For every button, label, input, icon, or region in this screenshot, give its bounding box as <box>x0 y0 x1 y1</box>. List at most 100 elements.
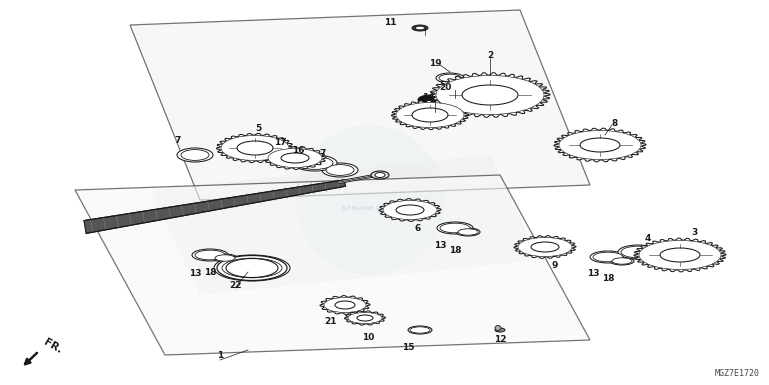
Polygon shape <box>320 296 370 314</box>
Ellipse shape <box>383 201 437 219</box>
Text: 7: 7 <box>320 149 326 157</box>
Text: 20: 20 <box>439 82 451 92</box>
Text: 14: 14 <box>421 92 434 102</box>
Ellipse shape <box>177 148 213 162</box>
Ellipse shape <box>415 26 424 30</box>
Polygon shape <box>634 238 726 272</box>
Polygon shape <box>150 155 540 295</box>
Text: 4: 4 <box>645 233 651 243</box>
Ellipse shape <box>281 153 309 163</box>
Ellipse shape <box>357 315 373 321</box>
Text: FR.: FR. <box>42 336 64 355</box>
Ellipse shape <box>440 223 470 233</box>
Text: 18: 18 <box>204 268 216 276</box>
Ellipse shape <box>621 246 655 258</box>
Text: 3: 3 <box>692 228 698 236</box>
Text: 13: 13 <box>188 268 201 278</box>
Ellipse shape <box>618 245 658 259</box>
Text: 16: 16 <box>291 146 305 154</box>
Text: 11: 11 <box>384 17 396 27</box>
Ellipse shape <box>195 250 225 260</box>
Ellipse shape <box>580 138 620 152</box>
Ellipse shape <box>268 149 322 167</box>
Ellipse shape <box>518 238 572 256</box>
Text: 8: 8 <box>612 119 618 127</box>
Ellipse shape <box>324 298 366 313</box>
Ellipse shape <box>437 222 473 234</box>
Ellipse shape <box>217 256 287 281</box>
Ellipse shape <box>590 251 626 263</box>
Ellipse shape <box>436 73 464 83</box>
Text: GENUINE PARTS: GENUINE PARTS <box>342 206 398 211</box>
Text: 22: 22 <box>228 281 241 290</box>
Ellipse shape <box>293 155 337 171</box>
Polygon shape <box>84 180 345 233</box>
Text: MGZ7E1720: MGZ7E1720 <box>715 369 760 378</box>
Polygon shape <box>391 100 468 130</box>
Ellipse shape <box>396 102 464 127</box>
Ellipse shape <box>412 108 448 122</box>
Text: 7: 7 <box>175 136 181 144</box>
Ellipse shape <box>213 254 237 262</box>
Ellipse shape <box>222 258 282 278</box>
Ellipse shape <box>322 163 358 177</box>
Text: 5: 5 <box>255 124 261 132</box>
Ellipse shape <box>436 75 544 114</box>
Ellipse shape <box>226 258 278 278</box>
Text: 13: 13 <box>587 268 599 278</box>
Ellipse shape <box>410 327 430 333</box>
Text: 15: 15 <box>401 343 414 353</box>
Ellipse shape <box>559 131 641 159</box>
Polygon shape <box>345 311 385 325</box>
Ellipse shape <box>335 301 355 309</box>
Ellipse shape <box>215 255 235 261</box>
Polygon shape <box>217 134 294 162</box>
Ellipse shape <box>418 95 442 105</box>
Ellipse shape <box>439 74 461 82</box>
Text: 19: 19 <box>428 59 441 67</box>
Polygon shape <box>264 147 326 169</box>
Ellipse shape <box>456 228 480 236</box>
Text: 10: 10 <box>361 333 375 343</box>
Ellipse shape <box>408 326 432 334</box>
Text: 18: 18 <box>449 246 461 254</box>
Ellipse shape <box>297 157 333 169</box>
Text: 21: 21 <box>324 318 336 326</box>
Text: 9: 9 <box>552 261 558 270</box>
Ellipse shape <box>531 242 559 252</box>
Ellipse shape <box>593 252 623 262</box>
Ellipse shape <box>214 255 290 281</box>
Ellipse shape <box>371 171 389 179</box>
Ellipse shape <box>396 205 424 215</box>
Ellipse shape <box>221 136 289 161</box>
Ellipse shape <box>612 258 632 264</box>
Text: 6: 6 <box>414 224 421 233</box>
Ellipse shape <box>181 150 209 161</box>
Ellipse shape <box>458 229 478 235</box>
Polygon shape <box>430 73 550 117</box>
Ellipse shape <box>610 257 634 265</box>
Ellipse shape <box>462 85 518 105</box>
Polygon shape <box>554 128 646 162</box>
Polygon shape <box>514 236 576 258</box>
Ellipse shape <box>639 241 721 270</box>
Polygon shape <box>75 175 590 355</box>
Ellipse shape <box>326 165 354 176</box>
Polygon shape <box>379 199 441 221</box>
Ellipse shape <box>375 172 385 177</box>
Text: 2: 2 <box>487 50 493 60</box>
Ellipse shape <box>348 313 382 323</box>
Ellipse shape <box>495 325 501 330</box>
Ellipse shape <box>495 328 505 332</box>
Text: 1: 1 <box>217 350 223 360</box>
Text: 12: 12 <box>494 335 506 345</box>
Text: 13: 13 <box>434 241 446 249</box>
Ellipse shape <box>660 248 700 262</box>
Text: 17: 17 <box>274 137 286 147</box>
Ellipse shape <box>237 141 273 155</box>
Text: 18: 18 <box>602 273 614 283</box>
Polygon shape <box>130 10 590 200</box>
Ellipse shape <box>192 249 228 261</box>
Ellipse shape <box>412 25 428 31</box>
Circle shape <box>295 125 445 275</box>
